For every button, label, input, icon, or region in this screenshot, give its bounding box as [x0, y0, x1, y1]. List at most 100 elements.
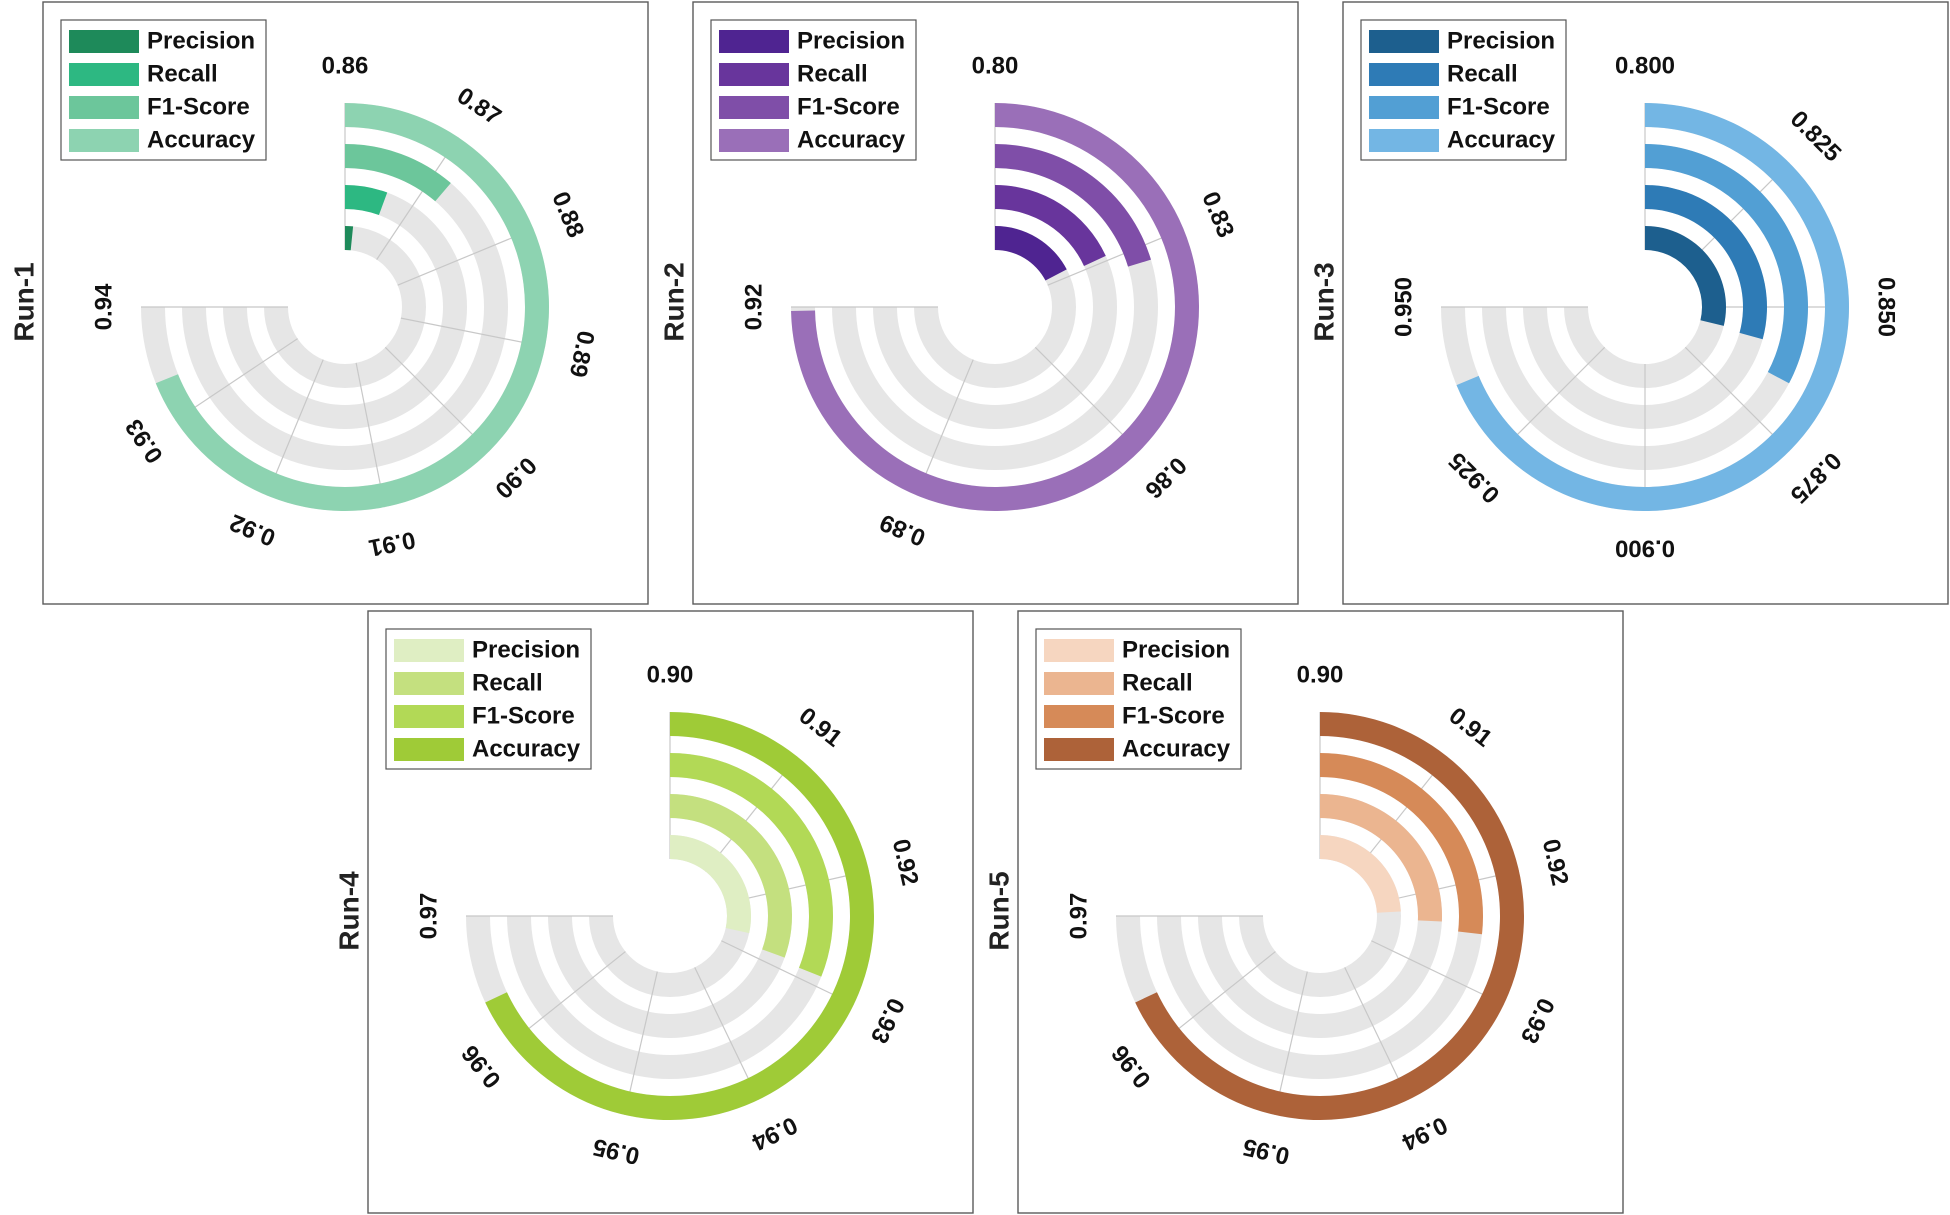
grid-line	[705, 756, 798, 872]
grid-line	[1274, 971, 1308, 1116]
grid-line	[266, 359, 324, 496]
bar-precision	[345, 226, 354, 251]
tick-label: 0.92	[740, 284, 767, 331]
tick-label: 0.950	[1390, 277, 1417, 337]
run-label: Run-5	[983, 871, 1014, 950]
legend-label-f1-score: F1-Score	[147, 93, 250, 120]
legend-swatch-precision	[394, 639, 464, 662]
bar-precision	[670, 835, 752, 934]
bar-recall	[670, 794, 792, 958]
legend-label-f1-score: F1-Score	[797, 93, 900, 120]
legend-swatch-f1-score	[1044, 705, 1114, 728]
chart-panel-4: 0.900.910.920.930.940.950.960.97Run-4Pre…	[333, 610, 974, 1214]
grid-line	[1500, 346, 1606, 452]
bar-precision	[1645, 226, 1726, 326]
legend-label-f1-score: F1-Score	[472, 702, 575, 729]
legend-label-recall: Recall	[1122, 669, 1193, 696]
legend-swatch-recall	[1044, 672, 1114, 695]
tick-label: 0.86	[322, 52, 369, 79]
legend: Precision Recall F1-Score Accuracy	[710, 19, 917, 161]
legend-swatch-precision	[1044, 639, 1114, 662]
tick-label: 0.90	[1297, 661, 1344, 688]
tick-label: 0.94	[90, 283, 117, 330]
legend-swatch-f1-score	[69, 96, 139, 119]
chart-panel-2: 0.800.830.860.890.92Run-2PrecisionRecall…	[658, 1, 1299, 605]
tick-label: 0.900	[1615, 535, 1675, 562]
bar-recall	[995, 185, 1106, 266]
grid-line	[1371, 940, 1505, 1006]
legend-swatch-accuracy	[1369, 129, 1439, 152]
bar-f1-score	[670, 753, 833, 977]
chart-panel-1: 0.860.870.880.890.900.910.920.930.94Run-…	[8, 1, 649, 605]
legend-swatch-accuracy	[719, 129, 789, 152]
legend-swatch-f1-score	[719, 96, 789, 119]
legend-label-accuracy: Accuracy	[1447, 126, 1556, 153]
bar-f1-score	[345, 144, 451, 202]
bar-precision	[1320, 835, 1401, 913]
legend-label-precision: Precision	[1122, 636, 1230, 663]
tick-label: 0.80	[972, 52, 1019, 79]
legend-label-recall: Recall	[797, 60, 868, 87]
legend-swatch-precision	[69, 30, 139, 53]
legend-swatch-f1-score	[394, 705, 464, 728]
bar-f1-score	[995, 144, 1151, 267]
bar-recall	[345, 185, 388, 216]
legend-swatch-recall	[394, 672, 464, 695]
grid-line	[1160, 951, 1276, 1044]
tick-label: 0.97	[1065, 893, 1092, 940]
grid-line	[1684, 162, 1790, 268]
legend-swatch-accuracy	[69, 129, 139, 152]
legend-label-precision: Precision	[147, 27, 255, 54]
grid-line	[1034, 346, 1140, 452]
grid-line	[694, 967, 760, 1101]
grid-line	[624, 971, 658, 1116]
legend-swatch-recall	[1369, 63, 1439, 86]
legend-swatch-recall	[69, 63, 139, 86]
grid-line	[1344, 967, 1410, 1101]
legend-label-accuracy: Accuracy	[472, 735, 581, 762]
grid-line	[376, 137, 459, 260]
grid-line	[400, 317, 546, 348]
legend-label-recall: Recall	[147, 60, 218, 87]
run-label: Run-4	[333, 871, 364, 951]
chart-panel-3: 0.8000.8250.8500.8750.9000.9250.950Run-3…	[1308, 1, 1949, 605]
legend-label-accuracy: Accuracy	[147, 126, 256, 153]
legend: Precision Recall F1-Score Accuracy	[385, 628, 592, 770]
grid-line	[1355, 756, 1448, 872]
legend-label-precision: Precision	[797, 27, 905, 54]
grid-line	[355, 362, 386, 508]
grid-line	[175, 338, 298, 421]
run-label: Run-3	[1308, 262, 1339, 341]
tick-label: 0.97	[415, 893, 442, 940]
run-label: Run-2	[658, 262, 689, 341]
legend-label-f1-score: F1-Score	[1447, 93, 1550, 120]
grid-line	[725, 870, 870, 904]
tick-label: 0.850	[1873, 277, 1900, 337]
bar-recall	[1320, 794, 1443, 922]
legend-label-recall: Recall	[1447, 60, 1518, 87]
bar-f1-score	[1320, 753, 1484, 935]
tick-label: 0.800	[1615, 52, 1675, 79]
grid-line	[510, 951, 626, 1044]
grid-line	[1047, 228, 1184, 286]
tick-label: 0.90	[647, 661, 694, 688]
legend-swatch-accuracy	[1044, 738, 1114, 761]
legend-label-f1-score: F1-Score	[1122, 702, 1225, 729]
legend-swatch-f1-score	[1369, 96, 1439, 119]
legend-swatch-accuracy	[394, 738, 464, 761]
grid-line	[1684, 346, 1790, 452]
bar-recall	[1645, 185, 1768, 340]
bar-f1-score	[1645, 144, 1808, 384]
legend: Precision Recall F1-Score Accuracy	[1360, 19, 1567, 161]
grid-line	[1375, 870, 1520, 904]
legend: Precision Recall F1-Score Accuracy	[1035, 628, 1242, 770]
legend-label-precision: Precision	[472, 636, 580, 663]
legend-swatch-recall	[719, 63, 789, 86]
legend-label-precision: Precision	[1447, 27, 1555, 54]
legend-label-accuracy: Accuracy	[797, 126, 906, 153]
legend-label-recall: Recall	[472, 669, 543, 696]
bar-precision	[995, 226, 1067, 281]
legend: Precision Recall F1-Score Accuracy	[60, 19, 267, 161]
chart-panel-5: 0.900.910.920.930.940.950.960.97Run-5Pre…	[983, 610, 1624, 1214]
